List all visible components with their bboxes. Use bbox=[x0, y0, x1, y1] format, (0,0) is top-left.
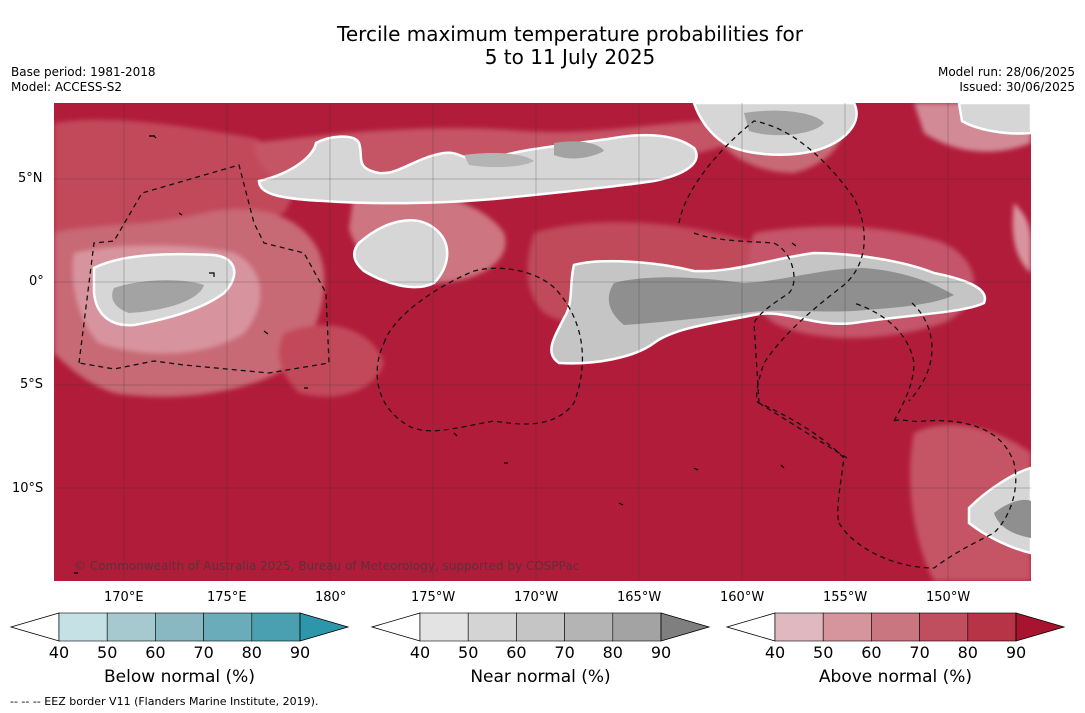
colorbar-below-tick: 40 bbox=[49, 643, 69, 662]
colorbar-below-tick: 60 bbox=[145, 643, 165, 662]
eez-borders bbox=[78, 120, 1017, 569]
lat-label-10s: 10°S bbox=[12, 481, 44, 496]
colorbar-above-segment bbox=[967, 612, 1017, 642]
colorbar-below-segment bbox=[155, 612, 204, 642]
lon-label-170w: 170°W bbox=[514, 590, 559, 605]
colorbar-near-tick: 80 bbox=[603, 643, 623, 662]
colorbar-above-tick: 40 bbox=[765, 643, 785, 662]
lon-label-160w: 160°W bbox=[720, 590, 765, 605]
eez-legend-text: -- -- -- EEZ border V11 (Flanders Marine… bbox=[10, 695, 319, 708]
colorbar-below-segment bbox=[106, 612, 156, 642]
colorbar-above-tick: 60 bbox=[861, 643, 881, 662]
colorbar-above-tick: 70 bbox=[909, 643, 929, 662]
issued-text: Issued: 30/06/2025 bbox=[959, 80, 1075, 94]
colorbar-below-tick: 70 bbox=[193, 643, 213, 662]
model-text: Model: ACCESS-S2 bbox=[11, 80, 123, 94]
model-run-text: Model run: 28/06/2025 bbox=[937, 65, 1075, 79]
lon-label-155w: 155°W bbox=[823, 590, 868, 605]
colorbar-above-max-arrow bbox=[1015, 612, 1066, 642]
colorbar-label-near: Near normal (%) bbox=[470, 667, 611, 687]
colorbar-near-min-arrow bbox=[370, 612, 421, 642]
near-normal-regions bbox=[92, 103, 1031, 555]
colorbar-near-segment bbox=[467, 612, 517, 642]
colorbar-near-segment bbox=[419, 612, 469, 642]
lon-label-175e: 175°E bbox=[207, 590, 247, 605]
map-gridlines bbox=[54, 103, 1031, 581]
colorbar-above-segment bbox=[919, 612, 969, 642]
colorbar-label-above: Above normal (%) bbox=[818, 667, 973, 687]
chart-title-line1: Tercile maximum temperature probabilitie… bbox=[337, 22, 803, 46]
lat-label-0: 0° bbox=[29, 274, 44, 289]
colorbar-above-tick: 80 bbox=[958, 643, 978, 662]
colorbar-below-tick: 80 bbox=[242, 643, 262, 662]
colorbar-above-segment bbox=[774, 612, 824, 642]
island-markers bbox=[74, 135, 797, 574]
chart-title-line2: 5 to 11 July 2025 bbox=[484, 45, 656, 69]
lat-label-5n: 5°N bbox=[18, 171, 43, 186]
colorbar-label-below: Below normal (%) bbox=[104, 667, 255, 687]
lon-label-170e: 170°E bbox=[104, 590, 144, 605]
colorbars: 40 50 60 70 80 90 40 50 60 70 80 90 40 50 60 70 80 90 bbox=[9, 612, 1066, 662]
lon-label-150w: 150°W bbox=[926, 590, 971, 605]
lon-label-165w: 165°W bbox=[617, 590, 662, 605]
lon-label-180: 180° bbox=[315, 590, 347, 605]
colorbar-near-tick: 40 bbox=[410, 643, 430, 662]
colorbar-below-min-arrow bbox=[9, 612, 60, 642]
map-copyright: © Commonwealth of Australia 2025, Bureau… bbox=[74, 559, 579, 573]
forecast-map: © Commonwealth of Australia 2025, Bureau… bbox=[54, 103, 1031, 581]
colorbar-below-max-arrow bbox=[299, 612, 350, 642]
colorbar-below-segment bbox=[203, 612, 253, 642]
colorbar-near-tick: 90 bbox=[651, 643, 671, 662]
colorbar-near-tick: 70 bbox=[554, 643, 574, 662]
colorbar-below-segment bbox=[251, 612, 301, 642]
lon-label-175w: 175°W bbox=[411, 590, 456, 605]
colorbar-near-segment bbox=[612, 612, 662, 642]
colorbar-above-segment bbox=[822, 612, 872, 642]
colorbar-near-tick: 50 bbox=[458, 643, 478, 662]
colorbar-above-tick: 90 bbox=[1006, 643, 1026, 662]
lat-label-5s: 5°S bbox=[20, 377, 44, 392]
colorbar-below-tick: 90 bbox=[290, 643, 310, 662]
colorbar-above-segment bbox=[871, 612, 920, 642]
colorbar-near-segment bbox=[564, 612, 614, 642]
colorbar-near-tick: 60 bbox=[506, 643, 526, 662]
meta-left: Base period: 1981-2018 Model: ACCESS-S2 bbox=[11, 65, 156, 95]
colorbar-below-segment bbox=[58, 612, 108, 642]
meta-right: Model run: 28/06/2025 Issued: 30/06/2025 bbox=[938, 65, 1075, 95]
base-period-text: Base period: 1981-2018 bbox=[11, 65, 156, 79]
colorbar-above-min-arrow bbox=[725, 612, 776, 642]
colorbar-below-tick: 50 bbox=[97, 643, 117, 662]
colorbar-near-segment bbox=[516, 612, 565, 642]
colorbar-near-max-arrow bbox=[660, 612, 711, 642]
colorbar-above-tick: 50 bbox=[813, 643, 833, 662]
